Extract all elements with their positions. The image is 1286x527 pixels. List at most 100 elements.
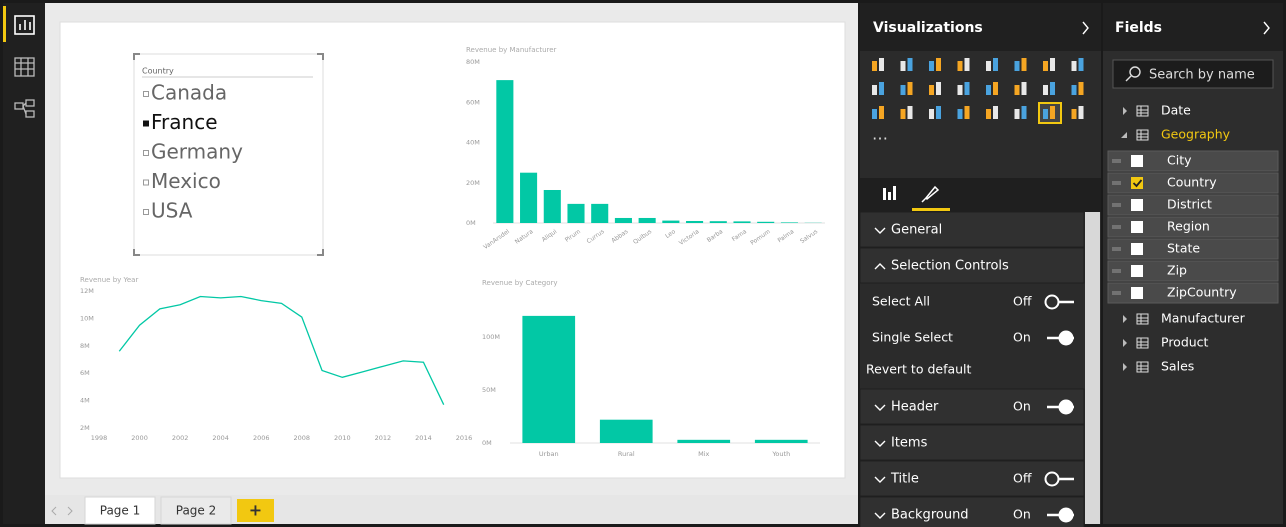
slicer-checkbox[interactable] (143, 179, 149, 186)
format-section[interactable]: Header On (859, 388, 1085, 425)
bar[interactable] (733, 221, 751, 223)
add-page-label[interactable]: + (249, 501, 262, 520)
field-row[interactable] (1107, 282, 1279, 304)
toggle[interactable] (1047, 507, 1074, 523)
visual-type-icon[interactable] (1071, 58, 1084, 71)
field-table[interactable]: Geography (1121, 127, 1231, 142)
field-row[interactable] (1107, 238, 1279, 260)
expand-arrow[interactable] (1121, 132, 1127, 138)
bar[interactable] (496, 80, 514, 223)
visual-type-icon[interactable] (1038, 102, 1062, 124)
visual-type-icon[interactable] (1014, 106, 1027, 119)
format-section[interactable]: Selection Controls (859, 247, 1085, 284)
bar[interactable] (638, 217, 656, 223)
bar[interactable] (567, 203, 585, 223)
visual-type-icon[interactable] (872, 58, 884, 71)
bar[interactable] (677, 439, 731, 443)
field-checkbox[interactable] (1131, 155, 1143, 167)
format-section[interactable]: Items (859, 424, 1085, 461)
field-table[interactable]: Product (1123, 335, 1209, 350)
expand-arrow[interactable] (1123, 339, 1127, 347)
bar[interactable] (709, 221, 727, 223)
scrollbar[interactable] (1085, 212, 1100, 524)
toggle[interactable] (1044, 471, 1075, 487)
visual-type-icon[interactable] (1014, 58, 1027, 71)
visual-type-icon[interactable] (929, 106, 941, 119)
page-tab[interactable] (160, 496, 232, 525)
section-header[interactable] (859, 388, 1085, 425)
nav-data-icon[interactable] (14, 57, 35, 77)
field-row[interactable] (1107, 172, 1279, 194)
toggle[interactable] (1047, 399, 1074, 415)
nav-model-icon[interactable] (14, 99, 35, 118)
fields-tab-icon[interactable] (883, 186, 896, 200)
bar[interactable] (543, 189, 561, 223)
field-checkbox[interactable] (1131, 199, 1143, 211)
field-checkbox[interactable] (1131, 177, 1143, 189)
field[interactable]: ZipCountry (1107, 282, 1279, 304)
section-header[interactable] (859, 496, 1085, 527)
field[interactable]: District (1107, 194, 1279, 216)
line[interactable] (118, 295, 445, 405)
chart[interactable]: Revenue by Category Urban Rural Mix Youth 0M 5… (482, 279, 820, 458)
bar[interactable] (754, 439, 808, 443)
field-row[interactable] (1107, 216, 1279, 238)
slicer-item[interactable]: Mexico (151, 169, 221, 193)
field-table[interactable]: Sales (1123, 359, 1194, 374)
page-scroll-arrows[interactable] (51, 506, 73, 516)
bar[interactable] (591, 203, 609, 223)
bar[interactable] (522, 315, 576, 443)
page-tab-label[interactable]: Page 1 (100, 504, 141, 518)
field[interactable]: Region (1107, 216, 1279, 238)
visual-type-icon[interactable] (957, 82, 970, 95)
field-checkbox[interactable] (1131, 265, 1143, 277)
visualizations-collapse[interactable] (1082, 21, 1089, 35)
slicer-item[interactable]: Germany (151, 140, 243, 164)
slicer-checkbox[interactable] (143, 91, 149, 97)
field[interactable]: Country (1107, 172, 1279, 194)
field-checkbox[interactable] (1131, 243, 1143, 255)
field-checkbox[interactable] (1131, 221, 1143, 233)
chart[interactable]: Revenue by Year 2M 4M 6M 8M 10M 12M 1998 2000 200… (80, 276, 472, 442)
bar[interactable] (757, 221, 775, 223)
field-row[interactable] (1107, 260, 1279, 282)
section-header[interactable] (859, 247, 1085, 284)
bar[interactable] (614, 217, 632, 223)
bar[interactable] (686, 220, 704, 223)
visual-type-icon[interactable] (957, 106, 970, 119)
field-row[interactable] (1107, 150, 1279, 172)
visual-type-icon[interactable] (872, 106, 884, 119)
visual-type-icon[interactable] (986, 106, 998, 119)
field-row[interactable] (1107, 194, 1279, 216)
visual-type-icon[interactable] (1071, 82, 1084, 95)
bar[interactable] (662, 220, 680, 223)
revert-link[interactable]: Revert to default (866, 362, 972, 377)
page-tab-label[interactable]: Page 2 (176, 504, 217, 518)
bar[interactable] (780, 222, 798, 223)
visual-type-icon[interactable] (1014, 82, 1027, 95)
field-table[interactable]: Manufacturer (1123, 311, 1246, 326)
field-checkbox[interactable] (1131, 287, 1143, 299)
visual-type-icon[interactable] (900, 58, 913, 71)
expand-arrow[interactable] (1123, 363, 1127, 371)
toggle[interactable] (1047, 330, 1074, 346)
more-visuals[interactable]: … (872, 125, 890, 144)
visual-type-icon[interactable] (957, 58, 970, 71)
visual-type-icon[interactable] (900, 106, 913, 119)
format-section[interactable]: Background On (859, 496, 1085, 527)
format-tab-icon[interactable] (921, 185, 940, 203)
visual-type-icon[interactable] (929, 82, 941, 95)
field[interactable]: Zip (1107, 260, 1279, 282)
visual-type-icon[interactable] (1043, 58, 1055, 71)
fields-collapse[interactable] (1263, 21, 1270, 35)
format-section[interactable]: General (859, 211, 1085, 248)
slicer-item[interactable]: Canada (151, 81, 227, 105)
visual-type-icon[interactable] (929, 58, 941, 71)
add-page[interactable] (237, 499, 274, 522)
slicer-checkbox[interactable] (143, 150, 149, 156)
bar[interactable] (599, 419, 653, 443)
nav-report-icon[interactable] (14, 15, 35, 35)
toggle[interactable] (1044, 294, 1075, 310)
bar[interactable] (520, 172, 538, 223)
visual-type-icon[interactable] (872, 82, 884, 95)
